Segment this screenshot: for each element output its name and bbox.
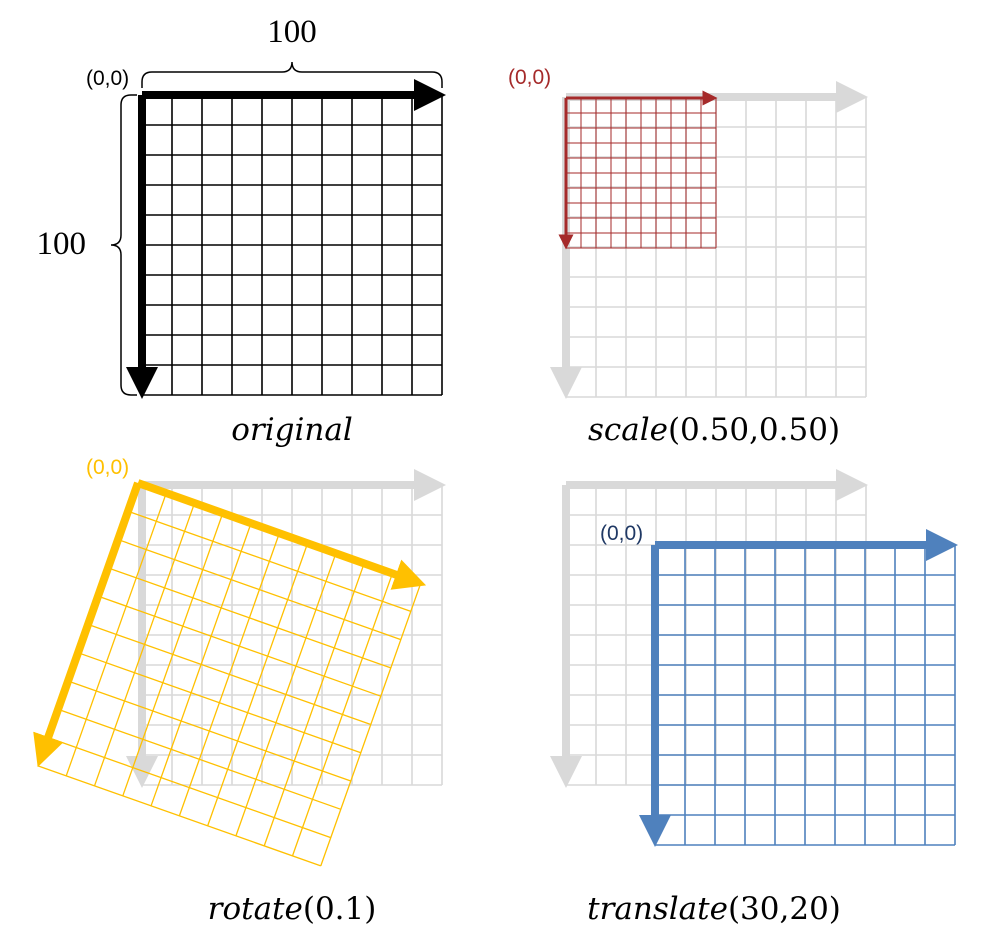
- rotate-grid-line-v: [207, 542, 309, 827]
- rotate-caption: rotate(0.1): [208, 891, 377, 927]
- scale-caption: scale(0.50,0.50): [588, 412, 840, 448]
- translate-grid: [654, 544, 956, 846]
- rotate-ghost-grid: [141, 484, 443, 786]
- width-brace: [141, 61, 443, 88]
- translate-origin-label: (0,0): [600, 522, 643, 545]
- rotate-grid-line-h: [87, 623, 372, 726]
- original-origin-label: (0,0): [86, 67, 129, 90]
- rotate-grid-line-h: [77, 652, 362, 754]
- width-label: 100: [267, 14, 317, 50]
- rotate-grid-line-v: [320, 582, 422, 867]
- rotate-grid-line-h: [37, 765, 321, 867]
- panel-scale: (0,0) scale(0.50,0.50): [508, 66, 868, 448]
- scale-origin-label: (0,0): [508, 66, 551, 89]
- rotate-grid-line-h: [47, 736, 332, 839]
- rotate-x-axis-arrow: [136, 479, 427, 590]
- original-caption: original: [231, 412, 353, 448]
- rotate-grid-line-v: [263, 562, 365, 847]
- rotate-grid-line-v: [291, 572, 394, 857]
- panel-rotate: (0,0) rotate(0.1): [33, 456, 446, 927]
- translate-caption: translate(30,20): [587, 891, 841, 927]
- scale-grid: [565, 97, 717, 249]
- rotate-y-axis-arrow: [33, 481, 142, 768]
- panel-translate: (0,0) translate(30,20): [550, 469, 958, 927]
- rotate-grid-line-h: [57, 708, 342, 810]
- height-label: 100: [37, 226, 87, 262]
- height-brace: [110, 94, 137, 396]
- rotate-grid: [37, 482, 422, 867]
- rotate-origin-label: (0,0): [86, 456, 129, 479]
- rotate-grid-line-h: [67, 680, 352, 782]
- original-grid: [141, 94, 443, 396]
- panel-original: 100 100 (0,0) original: [37, 14, 446, 448]
- rotate-grid-line-v: [235, 552, 337, 837]
